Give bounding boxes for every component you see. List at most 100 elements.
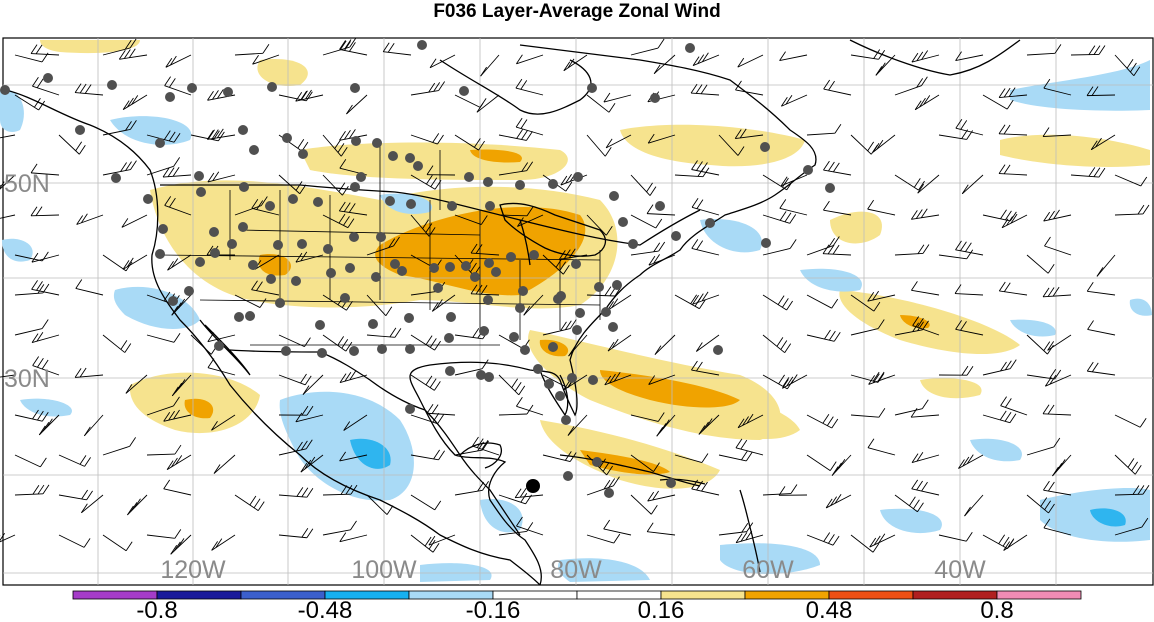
wind-barb xyxy=(646,204,676,216)
observation-stations xyxy=(0,40,835,498)
central-america xyxy=(424,409,521,536)
wind-barb xyxy=(955,118,984,136)
wind-barb xyxy=(410,412,444,425)
wind-barb xyxy=(654,334,676,355)
wind-barb xyxy=(122,254,148,270)
wind-barb xyxy=(542,254,570,275)
wind-barb xyxy=(910,407,940,418)
station-dot xyxy=(761,238,771,248)
wind-barb xyxy=(780,94,808,107)
wind-barb xyxy=(586,94,616,113)
lon-label-120w: 120W xyxy=(160,556,226,584)
wind-barb xyxy=(542,451,577,462)
negative-anomaly-area xyxy=(1010,319,1056,337)
station-dot xyxy=(298,149,308,159)
station-dot xyxy=(315,320,325,330)
station-dot xyxy=(43,73,53,83)
us-mexico-border xyxy=(229,349,426,411)
wind-barb xyxy=(122,94,148,111)
wind-barb xyxy=(74,83,104,96)
wind-barb xyxy=(674,453,709,463)
wind-barb xyxy=(917,174,940,194)
wind-barb xyxy=(646,522,676,536)
station-dot xyxy=(518,286,528,296)
station-dot xyxy=(356,172,366,182)
station-dot xyxy=(575,308,585,318)
wind-barb xyxy=(982,359,1017,376)
wind-barb xyxy=(322,174,349,196)
wind-barb xyxy=(454,359,489,376)
negative-anomaly-area xyxy=(279,391,414,501)
wind-barb xyxy=(1086,361,1116,376)
wind-barb xyxy=(14,484,50,496)
wind-barb xyxy=(586,134,612,157)
station-dot xyxy=(520,345,530,355)
canada-us-border xyxy=(160,184,701,246)
station-dot xyxy=(491,267,501,277)
wind-barb xyxy=(823,200,852,216)
cuba xyxy=(559,454,701,487)
station-dot xyxy=(587,83,597,93)
station-dot xyxy=(529,250,539,260)
station-dot xyxy=(390,259,400,269)
wind-barb xyxy=(498,206,534,217)
wind-barb xyxy=(322,334,353,352)
wind-barb xyxy=(867,290,896,302)
station-dot xyxy=(267,82,277,92)
lon-label-100w: 100W xyxy=(351,556,417,584)
wind-barb xyxy=(603,519,632,536)
wind-barb xyxy=(1114,517,1149,536)
wind-barb xyxy=(454,214,488,225)
wind-barb xyxy=(762,334,792,354)
wind-barb xyxy=(1026,334,1054,355)
station-dot xyxy=(666,478,676,488)
station-dot xyxy=(155,249,165,259)
lake-michigan xyxy=(519,219,531,266)
wind-barb xyxy=(302,374,324,395)
station-dot xyxy=(483,177,493,187)
wind-barb xyxy=(410,174,442,190)
wind-barb xyxy=(58,454,91,467)
wind-barb xyxy=(806,123,842,136)
negative-anomaly-area xyxy=(420,563,492,582)
wind-barb xyxy=(1087,320,1116,336)
wind-barb xyxy=(955,240,984,256)
wind-barb xyxy=(1114,484,1150,496)
wind-barb xyxy=(653,54,676,75)
wind-barb xyxy=(806,454,837,471)
station-dot xyxy=(165,92,175,102)
wind-barb xyxy=(806,294,839,309)
wind-barb xyxy=(339,532,368,543)
wind-barb xyxy=(1026,44,1062,56)
wind-barb xyxy=(514,487,544,499)
station-dot xyxy=(515,303,525,313)
wind-barb xyxy=(58,534,91,548)
negative-anomaly-area xyxy=(2,238,33,262)
colorbar-label: -0.48 xyxy=(298,597,353,622)
wind-barb xyxy=(1042,127,1072,137)
wind-barb xyxy=(0,533,16,543)
wind-barb xyxy=(1003,534,1028,551)
wind-barb xyxy=(300,454,324,473)
station-dot xyxy=(273,240,283,250)
wind-barb xyxy=(102,120,137,136)
station-dot xyxy=(461,261,471,271)
wind-barb xyxy=(762,294,793,311)
wind-barb xyxy=(779,51,808,62)
station-dot xyxy=(413,161,423,171)
positive-anomaly-area xyxy=(920,378,982,399)
wind-barb xyxy=(322,134,348,157)
wind-barb xyxy=(630,454,660,473)
wind-barb xyxy=(278,334,311,348)
wind-barb xyxy=(171,294,192,316)
wind-barb xyxy=(366,327,402,338)
wind-barb xyxy=(517,214,544,227)
colorbar-labels: -0.8 -0.48 -0.16 0.16 0.48 0.8 xyxy=(136,597,1013,622)
wind-barb xyxy=(146,529,182,539)
wind-barb xyxy=(480,54,500,77)
station-dot xyxy=(143,194,153,204)
wind-barb xyxy=(568,334,588,357)
wind-barb xyxy=(955,320,984,336)
wind-barb xyxy=(998,87,1028,98)
wind-barb xyxy=(127,494,148,516)
